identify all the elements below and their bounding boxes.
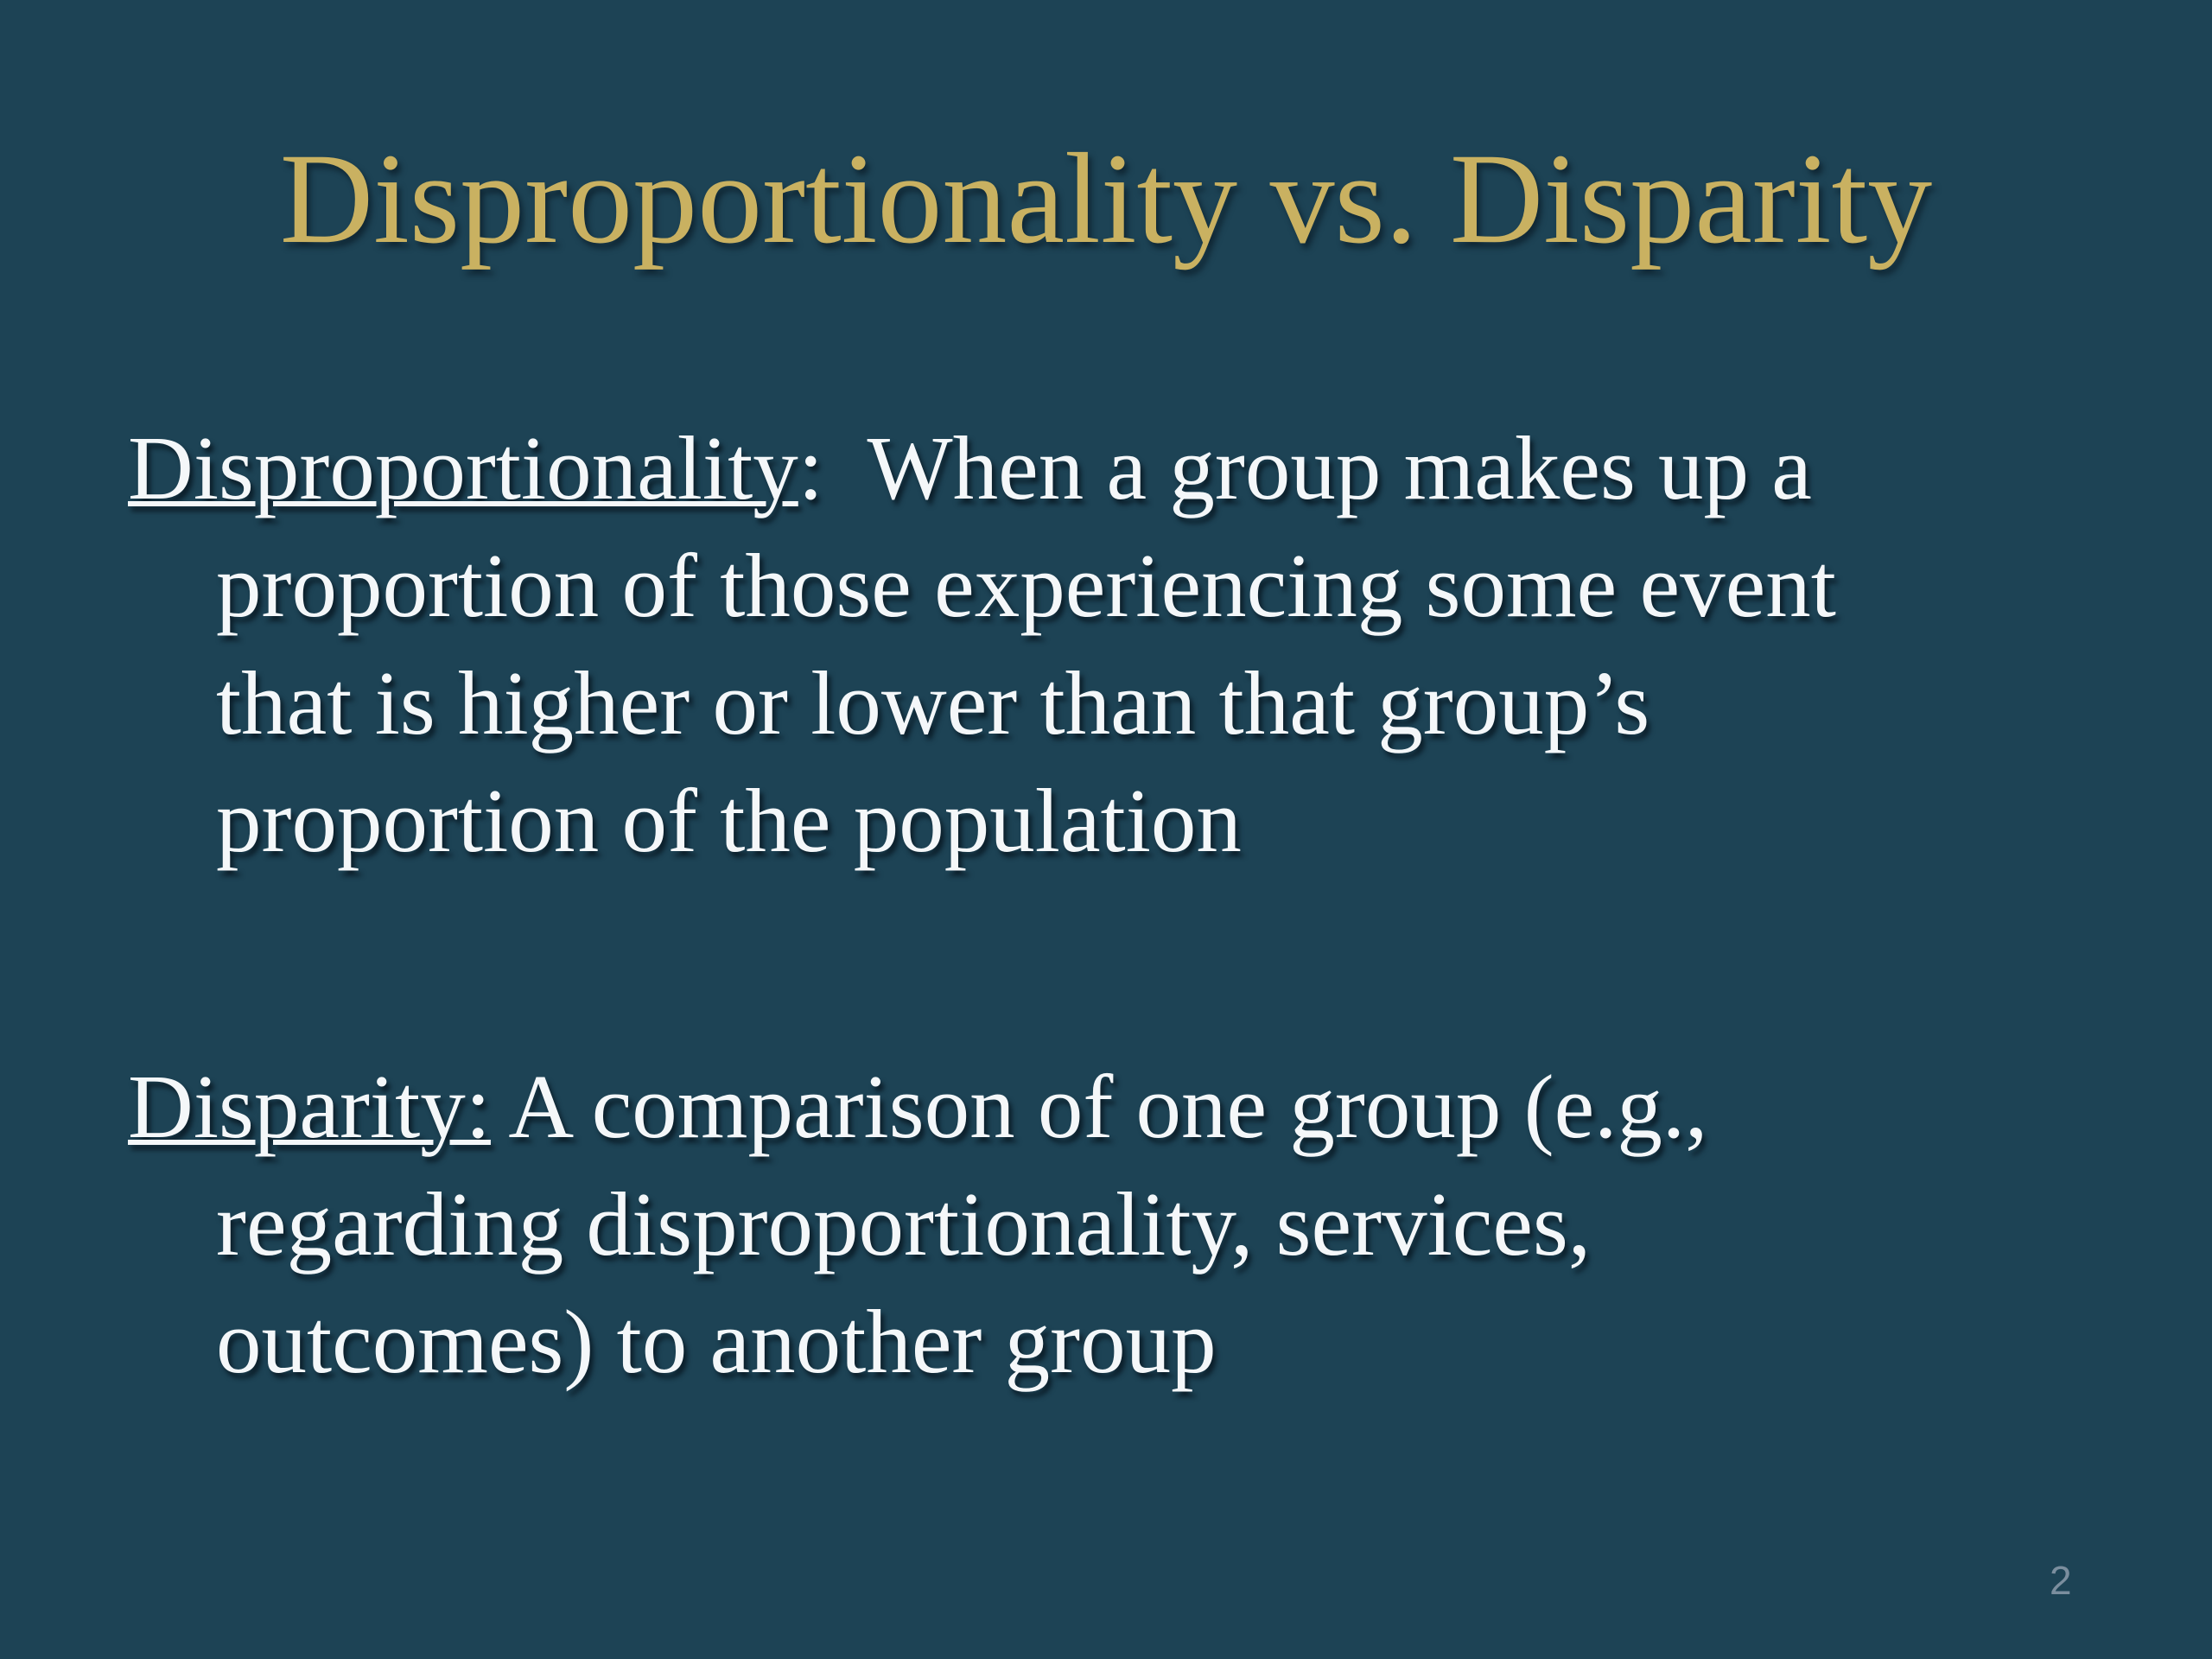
definition-text: : When a group makes up a [798, 417, 1812, 518]
definition-text-line: that is higher or lower than that group’… [216, 652, 1650, 753]
definition-text-line: outcomes) to another group [216, 1291, 1217, 1392]
definition-text-line: proportion of the population [216, 770, 1242, 871]
term-disparity: Disparity: [128, 1056, 491, 1157]
definition-text-line: regarding disproportionality, services, [216, 1173, 1592, 1274]
definition-text-line: proportion of those experiencing some ev… [216, 535, 1836, 636]
definition-first-line: Disparity: A comparison of one group (e.… [128, 1048, 1707, 1166]
term-disproportionality: Disproportionality [128, 417, 798, 518]
page-number: 2 [2050, 1558, 2072, 1603]
definition-first-line: Disproportionality: When a group makes u… [128, 410, 1836, 527]
slide-title: Disproportionality vs. Disparity [279, 127, 1933, 270]
definition-text: A comparison of one group (e.g., [490, 1056, 1708, 1157]
definition-disparity: Disparity: A comparison of one group (e.… [128, 1048, 1707, 1401]
definition-disproportionality: Disproportionality: When a group makes u… [128, 410, 1836, 880]
